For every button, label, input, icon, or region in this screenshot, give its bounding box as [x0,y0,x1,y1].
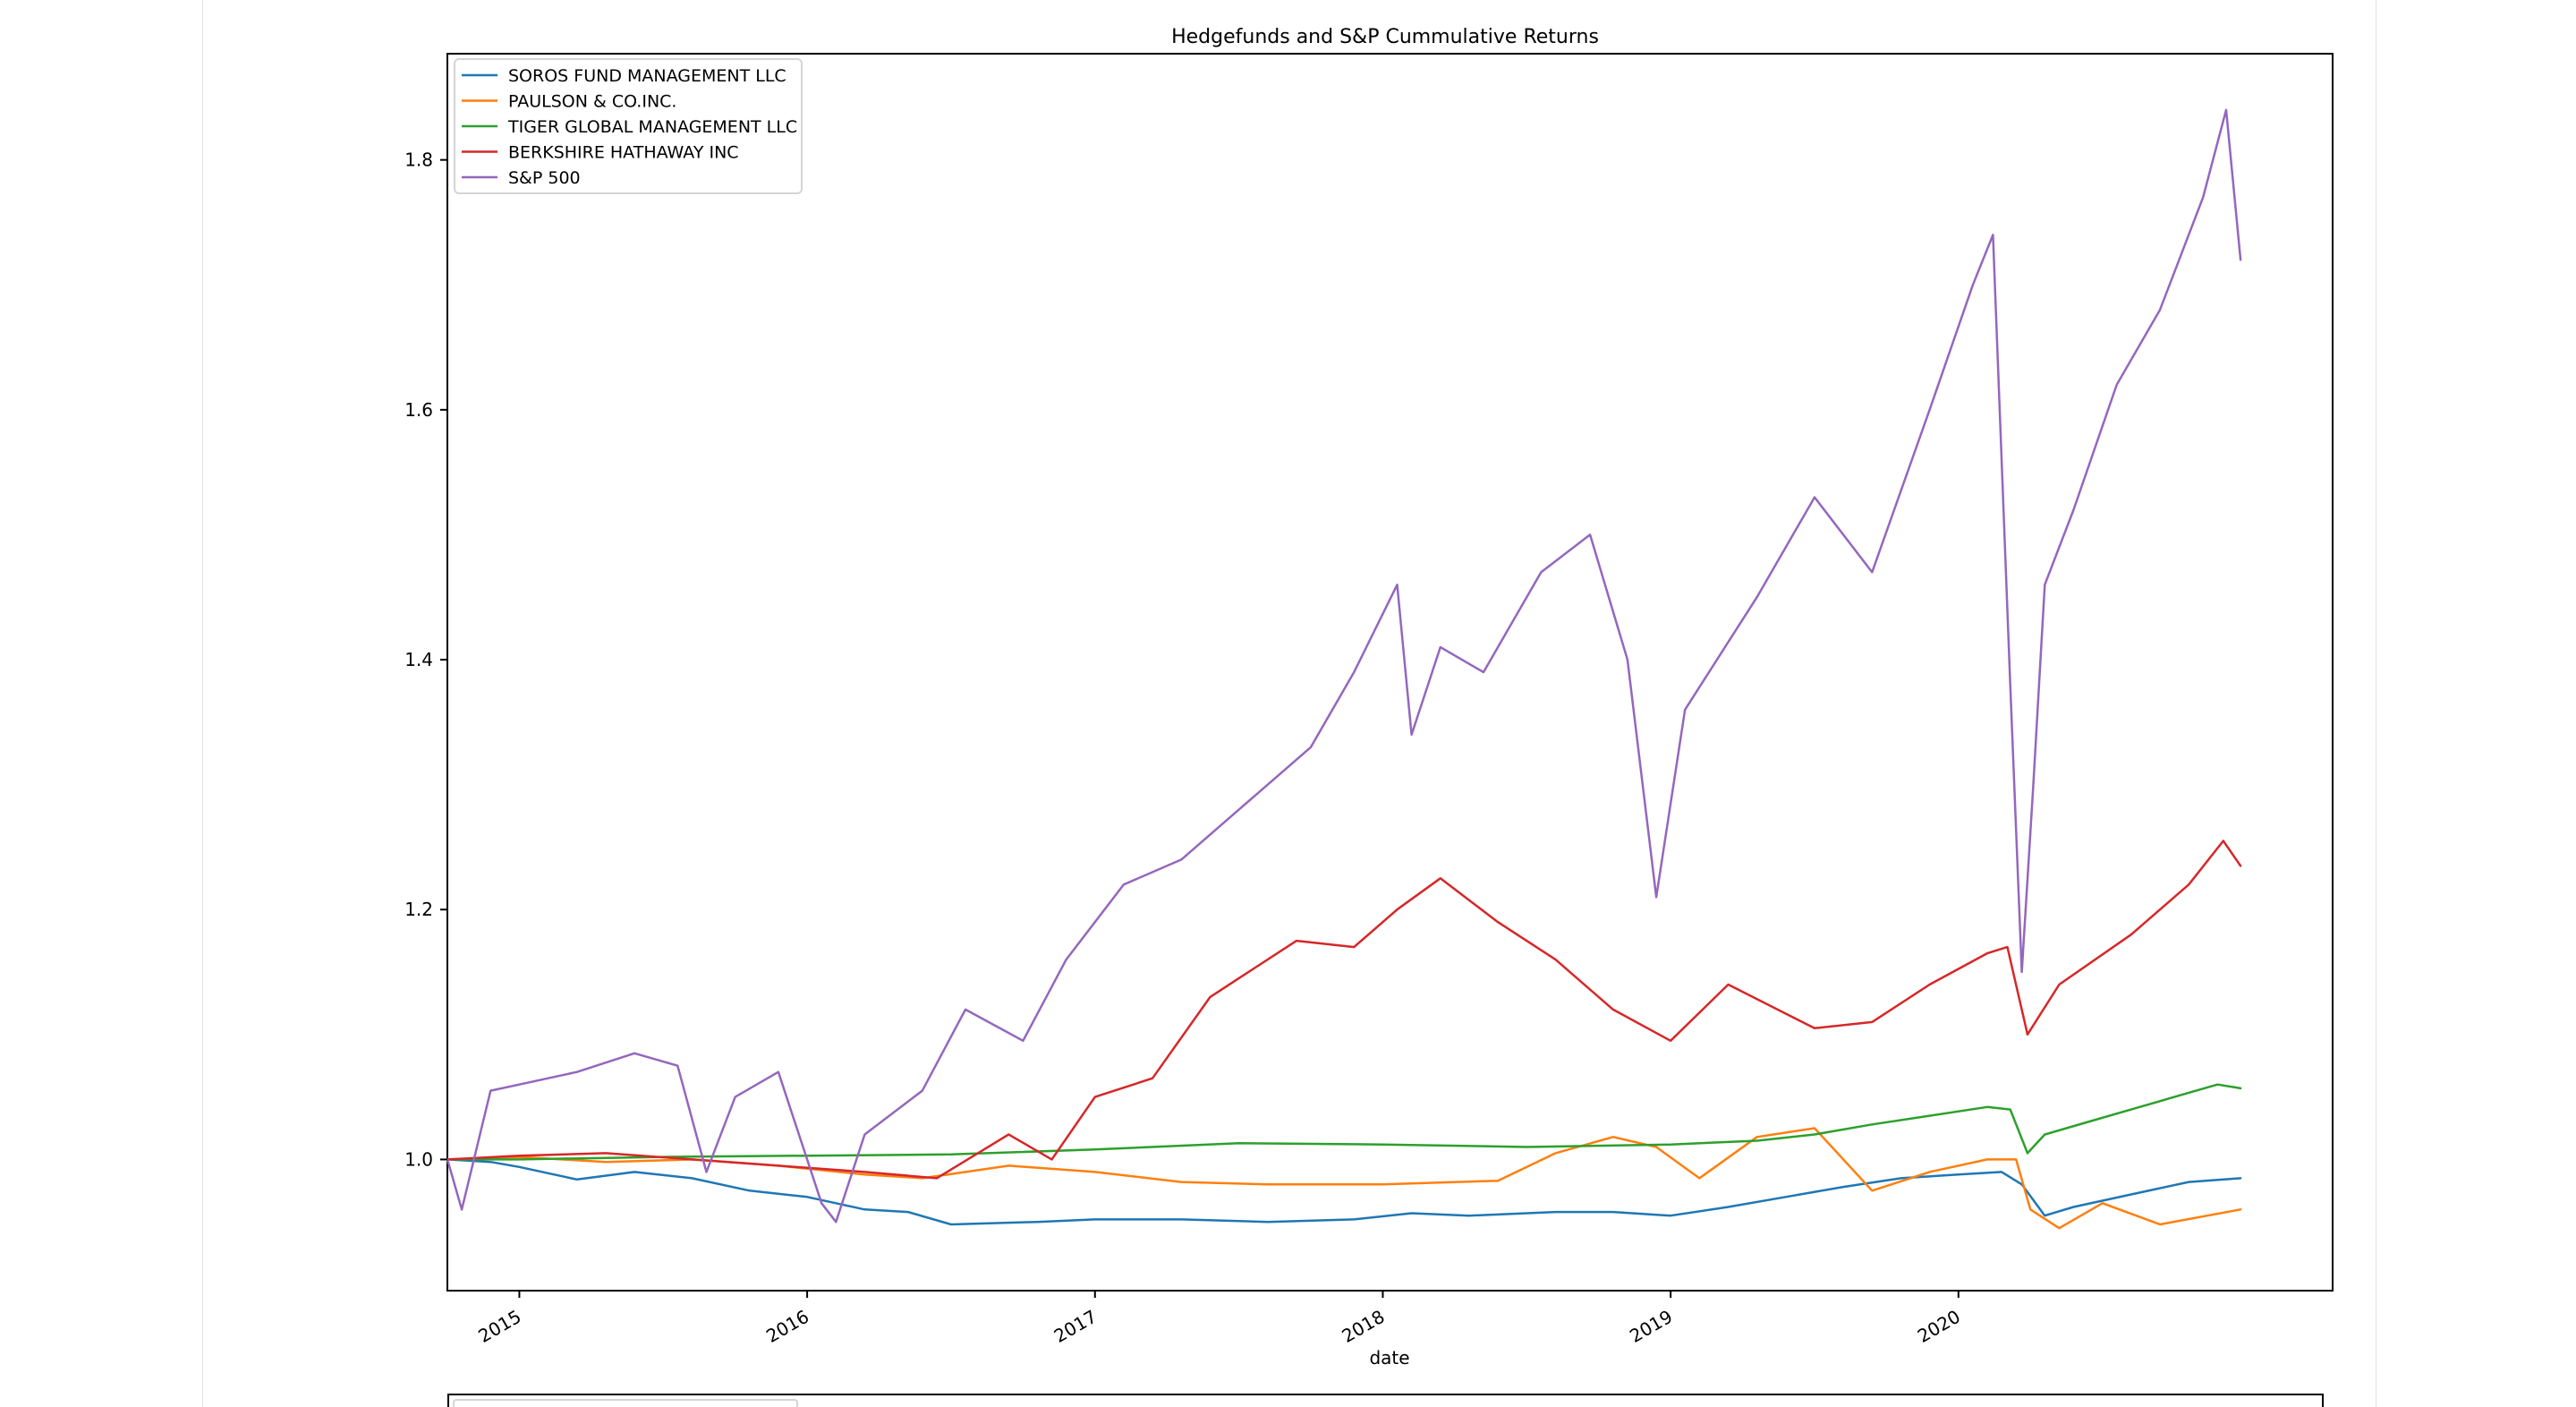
plot-area [446,53,2334,1292]
y-tick-label-3: 1.6 [404,399,433,421]
x-tick-label-4: 2019 [1626,1306,1676,1347]
legend-label-4: S&P 500 [508,168,581,188]
chart-title: Hedgefunds and S&P Cummulative Returns [1171,26,1599,48]
y-tick-label-0: 1.0 [404,1148,433,1170]
next-chart-frame [447,1394,2324,1407]
legend-box [454,58,803,194]
series-line-2 [446,1083,2242,1161]
legend-label-3: BERKSHIRE HATHAWAY INC [508,143,739,163]
x-tick-label-5: 2020 [1914,1306,1964,1347]
legend-label-0: SOROS FUND MANAGEMENT LLC [508,66,786,86]
x-tick-label-2: 2017 [1050,1306,1101,1347]
y-tick-label-1: 1.2 [404,899,433,920]
x-axis: 2015 2016 2017 2018 2019 2020 [474,1291,1964,1347]
series-line-3 [446,840,2242,1180]
x-axis-label: date [1369,1347,1409,1369]
y-axis: 1.0 1.2 1.4 1.6 1.8 [404,149,447,1170]
next-chart-legend [453,1399,798,1407]
chart-legend[interactable]: SOROS FUND MANAGEMENT LLC PAULSON & CO.IN… [454,58,803,194]
legend-items: SOROS FUND MANAGEMENT LLC PAULSON & CO.IN… [462,66,797,188]
series-line-0 [446,1158,2242,1226]
x-tick-label-1: 2016 [762,1306,812,1347]
x-tick-label-0: 2015 [474,1306,524,1347]
x-tick-label-3: 2018 [1338,1306,1388,1347]
legend-label-1: PAULSON & CO.INC. [508,92,676,112]
y-tick-label-2: 1.4 [404,649,433,670]
y-tick-label-4: 1.8 [404,149,433,171]
legend-label-2: TIGER GLOBAL MANAGEMENT LLC [507,117,797,137]
series-line-4 [446,108,2242,1224]
series-lines [446,108,2242,1230]
